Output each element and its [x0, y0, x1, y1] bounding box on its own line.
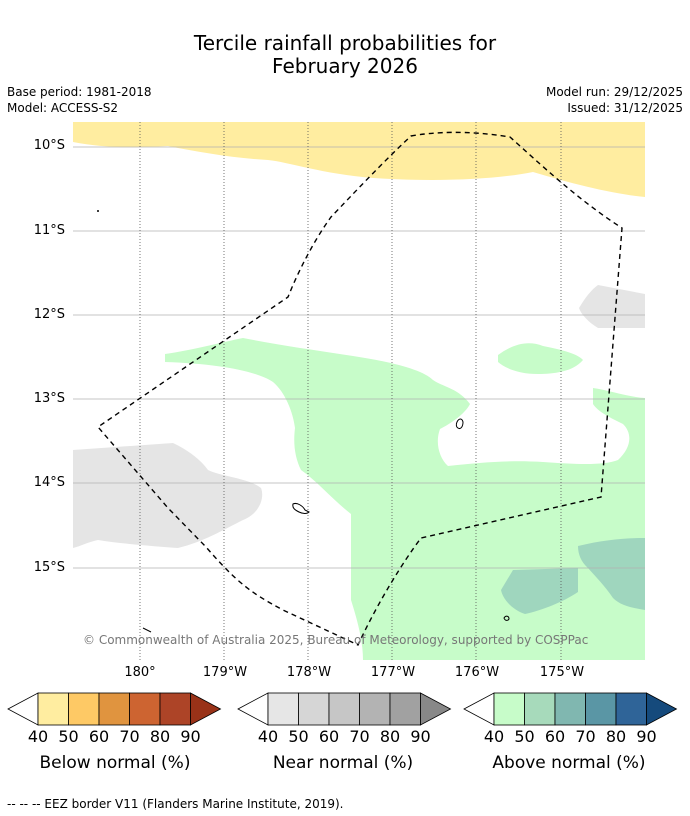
colorbar-near-normal	[237, 692, 452, 726]
colorbar-cell	[129, 692, 161, 726]
colorbar-right-arrow	[190, 692, 222, 726]
island-nukunonu	[292, 503, 310, 514]
lon-label-178w: 178°W	[286, 665, 332, 680]
above-normal-50-region	[501, 568, 578, 614]
colorbar-tick-label: 70	[575, 727, 596, 746]
colorbar-below-normal	[7, 692, 222, 726]
below-normal-region	[73, 122, 645, 197]
island-fakaofo	[503, 615, 510, 621]
colorbar-above-normal	[463, 692, 678, 726]
colorbar-left-arrow	[463, 692, 495, 726]
colorbar-tick-label: 50	[288, 727, 309, 746]
colorbar-cell	[98, 692, 130, 726]
colorbar-tick-label: 50	[514, 727, 535, 746]
map-panel	[73, 122, 645, 660]
colorbar-tick-label: 60	[318, 727, 340, 746]
colorbar-left-arrow	[7, 692, 39, 726]
lon-label-176w: 176°W	[454, 665, 500, 680]
lon-label-179w: 179°W	[202, 665, 248, 680]
island-swains	[142, 627, 152, 633]
colorbar-tick-label: 80	[379, 727, 401, 746]
colorbar-cell	[554, 692, 586, 726]
lat-label-11s: 11°S	[33, 223, 65, 238]
colorbar-tick-label: 90	[180, 727, 201, 746]
latitude-gridlines	[73, 146, 645, 569]
colorbar-tick-label: 40	[483, 727, 505, 746]
colorbar-cell	[615, 692, 647, 726]
colorbar-cell	[359, 692, 391, 726]
near-normal-region-east	[579, 285, 645, 328]
colorbar-tick-label: 60	[88, 727, 110, 746]
lat-label-14s: 14°S	[33, 475, 65, 490]
colorbar-tick-label: 70	[349, 727, 370, 746]
island-atafu	[455, 418, 464, 429]
colorbar-cell	[159, 692, 191, 726]
lat-label-15s: 15°S	[33, 560, 65, 575]
colorbar-cell	[37, 692, 69, 726]
lat-label-13s: 13°S	[33, 391, 65, 406]
colorbar-tick-label: 70	[119, 727, 140, 746]
copyright-text: © Commonwealth of Australia 2025, Bureau…	[83, 633, 589, 647]
lat-label-10s: 10°S	[33, 138, 65, 153]
above-normal-region-small	[498, 343, 583, 374]
colorbar-cell	[267, 692, 299, 726]
lon-label-180: 180°	[124, 665, 156, 680]
eez-footnote: -- -- -- EEZ border V11 (Flanders Marine…	[7, 797, 344, 811]
colorbar-cell	[389, 692, 421, 726]
colorbar-cell	[524, 692, 556, 726]
colorbar-title-below: Below normal (%)	[39, 753, 191, 773]
model-name: Model: ACCESS-S2	[7, 101, 119, 115]
island-dot	[97, 210, 99, 212]
colorbar-left-arrow	[237, 692, 269, 726]
colorbar-tick-label: 80	[149, 727, 171, 746]
colorbar-tick-label: 90	[636, 727, 657, 746]
colorbar-tick-label: 50	[58, 727, 79, 746]
colorbar-tick-label: 90	[410, 727, 431, 746]
colorbar-tick-label: 80	[605, 727, 627, 746]
colorbar-title-above: Above normal (%)	[492, 753, 646, 773]
colorbar-cell	[585, 692, 617, 726]
colorbars-svg	[7, 692, 678, 726]
map-title-line2: February 2026	[272, 54, 418, 78]
colorbar-cell	[493, 692, 525, 726]
lon-label-175w: 175°W	[539, 665, 585, 680]
above-normal-50-region-east	[578, 538, 645, 610]
colorbar-right-arrow	[646, 692, 678, 726]
colorbar-cell	[328, 692, 360, 726]
map-title-line1: Tercile rainfall probabilities for	[193, 31, 497, 55]
base-period: Base period: 1981-2018	[7, 85, 152, 99]
map-svg	[73, 122, 645, 660]
colorbar-tick-label: 40	[257, 727, 279, 746]
colorbar-title-near: Near normal (%)	[272, 753, 414, 773]
eez-border	[96, 131, 623, 646]
colorbar-cell	[68, 692, 100, 726]
model-run: Model run: 29/12/2025	[545, 85, 683, 99]
lat-label-12s: 12°S	[33, 307, 65, 322]
colorbar-tick-label: 60	[544, 727, 566, 746]
lon-label-177w: 177°W	[370, 665, 416, 680]
colorbar-tick-label: 40	[27, 727, 49, 746]
issued-date: Issued: 31/12/2025	[567, 101, 683, 115]
near-normal-region-west	[73, 443, 263, 548]
colorbar-right-arrow	[420, 692, 452, 726]
colorbar-cell	[298, 692, 330, 726]
